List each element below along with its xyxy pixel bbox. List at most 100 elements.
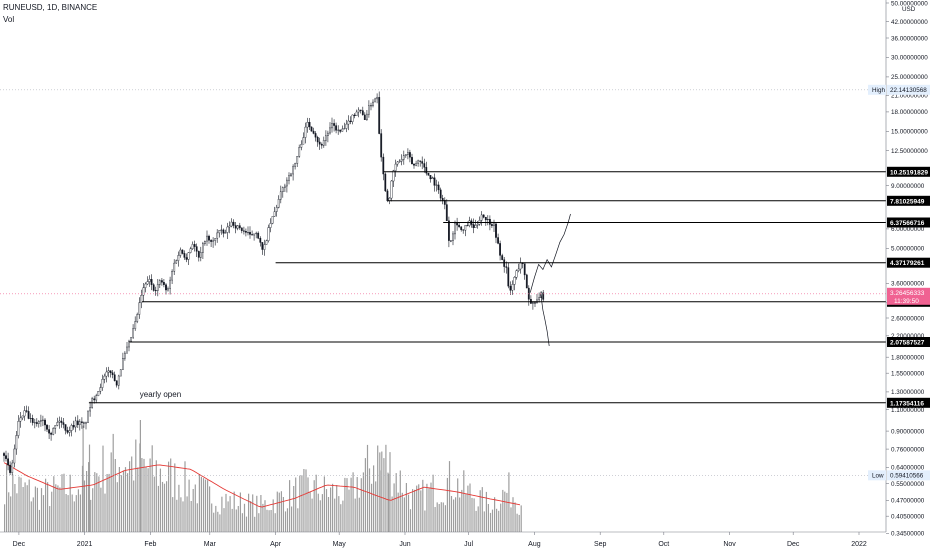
volume-bar: [239, 492, 241, 532]
volume-bar: [293, 486, 295, 532]
candle-down: [234, 225, 237, 229]
candle-up: [480, 214, 483, 221]
candle-down: [115, 380, 118, 386]
price-tick-label: 1.30000000: [891, 389, 925, 396]
candle-up: [306, 121, 309, 128]
candle-up: [322, 140, 325, 146]
volume-bar: [434, 507, 436, 532]
symbol-legend: RUNEUSD, 1D, BINANCE: [3, 3, 98, 12]
volume-bar: [282, 497, 284, 532]
volume-bar: [311, 498, 313, 532]
candle-up: [95, 395, 98, 401]
volume-bar: [299, 475, 301, 532]
volume-bar: [149, 458, 151, 532]
candle-up: [532, 302, 534, 304]
level-price-tag: 7.81025949: [890, 198, 925, 205]
price-tick-label: 21.00000000: [891, 93, 928, 100]
candle-up: [226, 226, 229, 233]
volume-bar: [75, 495, 77, 532]
volume-bar: [143, 458, 145, 532]
candle-up: [404, 154, 407, 156]
time-tick-label: 2022: [851, 541, 867, 548]
volume-bar: [34, 486, 36, 532]
volume-bar: [483, 511, 485, 532]
candle-up: [138, 302, 141, 315]
candle-up: [140, 295, 143, 303]
volume-bar: [32, 497, 34, 532]
volume-bar: [207, 480, 209, 532]
volume-bar: [192, 489, 194, 532]
price-tick-label: 6.00000000: [891, 226, 925, 233]
price-axis-unit: USD: [902, 6, 916, 13]
volume-pane: [3, 420, 522, 532]
candle-up: [169, 279, 171, 289]
volume-bar: [479, 490, 481, 532]
bar-countdown: 11:39:50: [894, 298, 919, 305]
price-tick-label: 1.55000000: [891, 371, 925, 378]
volume-bar: [96, 473, 98, 532]
candle-down: [240, 227, 243, 231]
level-price-tag-bg: [887, 397, 930, 408]
volume-bar: [153, 476, 155, 532]
volume-bar: [168, 461, 170, 532]
volume-bar: [86, 471, 88, 532]
candle-down: [359, 109, 362, 111]
volume-bar: [352, 472, 354, 532]
time-tick-label: Jul: [464, 541, 473, 548]
volume-bar: [219, 514, 221, 532]
volume-bar: [274, 513, 276, 532]
volume-bar: [375, 481, 377, 532]
candle-up: [468, 220, 471, 226]
candle-up: [107, 370, 110, 373]
volume-bar: [10, 496, 12, 532]
volume-bar: [428, 488, 430, 532]
candle-down: [232, 221, 235, 226]
candle-down: [419, 160, 422, 162]
time-tick-label: Dec: [787, 541, 800, 548]
volume-bar: [346, 478, 348, 532]
price-tick-label: 9.00000000: [891, 183, 925, 190]
candle-down: [66, 430, 69, 433]
candle-up: [376, 97, 378, 100]
candle-up: [288, 175, 290, 181]
volume-bar: [6, 462, 8, 532]
candles: [3, 91, 545, 476]
candle-down: [242, 230, 245, 232]
volume-bar: [4, 504, 6, 532]
volume-bar: [51, 491, 53, 532]
volume-bar: [163, 483, 166, 532]
volume-bar: [471, 497, 473, 532]
volume-bar: [500, 503, 502, 532]
candle-up: [212, 240, 214, 242]
volume-bar: [498, 510, 500, 532]
candle-down: [193, 244, 196, 247]
volume-bar: [47, 482, 49, 532]
candle-down: [44, 419, 46, 426]
candle-up: [255, 232, 258, 235]
candle-down: [60, 420, 63, 423]
candle-down: [495, 223, 497, 238]
volume-bar: [237, 506, 239, 532]
volume-bar: [430, 482, 432, 532]
price-tick-label: 1.10000000: [891, 407, 925, 414]
candle-up: [325, 135, 327, 141]
candle-up: [464, 225, 467, 231]
candle-up: [74, 420, 77, 428]
candle-up: [392, 170, 395, 182]
candle-up: [271, 216, 274, 224]
volume-bar: [504, 491, 506, 532]
candle-down: [413, 163, 415, 166]
candle-down: [181, 249, 184, 254]
volume-bar: [45, 478, 47, 532]
volume-bar: [83, 480, 86, 532]
candle-down: [491, 224, 493, 226]
level-price-tag: 10.25191829: [890, 169, 928, 176]
candle-up: [415, 163, 417, 166]
candle-up: [265, 240, 268, 245]
candle-up: [123, 352, 126, 359]
volume-bar: [82, 425, 84, 532]
candle-up: [400, 158, 403, 162]
volume-bar: [436, 502, 438, 532]
candle-down: [3, 453, 5, 456]
